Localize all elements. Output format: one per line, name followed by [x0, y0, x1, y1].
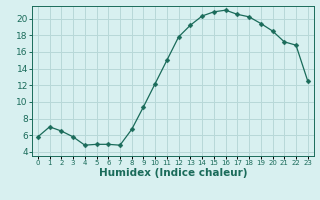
- X-axis label: Humidex (Indice chaleur): Humidex (Indice chaleur): [99, 168, 247, 178]
